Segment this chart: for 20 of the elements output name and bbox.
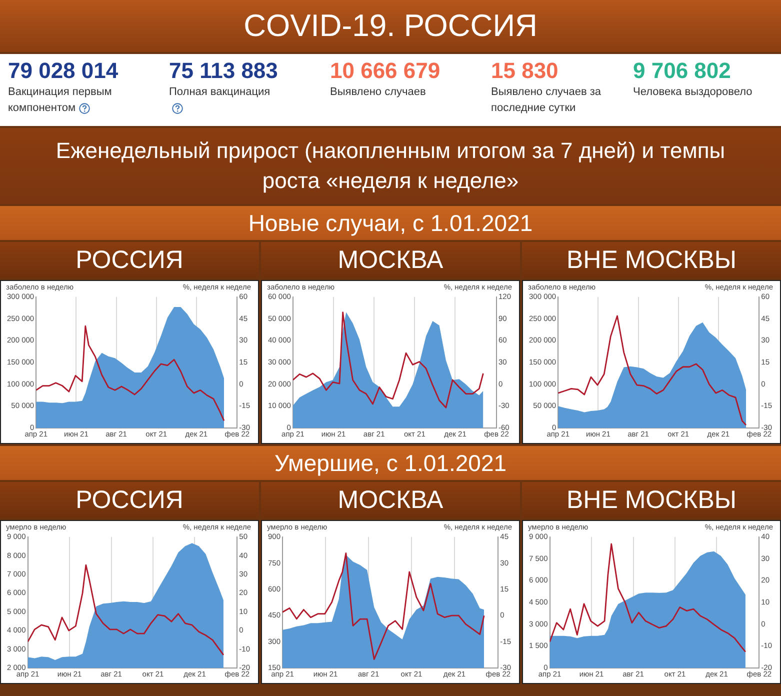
text: Полная вакцинация	[169, 85, 272, 100]
chart-title: ВНЕ МОСКВЫ	[522, 242, 781, 278]
text: Умершие, с 1.01.2021	[0, 446, 781, 480]
chart-title: МОСКВА	[261, 242, 520, 278]
text: Выявлено случаев	[330, 85, 427, 100]
chart-title: РОССИЯ	[0, 482, 259, 518]
chart-title: ВНЕ МОСКВЫ	[522, 482, 781, 518]
chart-title: МОСКВА	[261, 482, 520, 518]
text: COVID-19. РОССИЯ	[0, 0, 781, 52]
text: 9 706 802	[633, 58, 732, 84]
chart-title: РОССИЯ	[0, 242, 259, 278]
text: Новые случаи, с 1.01.2021	[0, 206, 781, 240]
text: Выявлено случаев за последние сутки	[491, 85, 602, 116]
text: 75 113 883	[169, 58, 279, 84]
text: Еженедельный прирост (накопленным итогом за 7 дней) и темпы роста «неделя к неделе»	[0, 128, 781, 204]
text: 10 666 679	[330, 58, 442, 84]
text: Человека выздоровело	[633, 85, 754, 100]
text: 15 830	[491, 58, 560, 84]
text: Вакцинация первым компонентом	[8, 85, 113, 116]
text: 79 028 014	[8, 58, 120, 84]
